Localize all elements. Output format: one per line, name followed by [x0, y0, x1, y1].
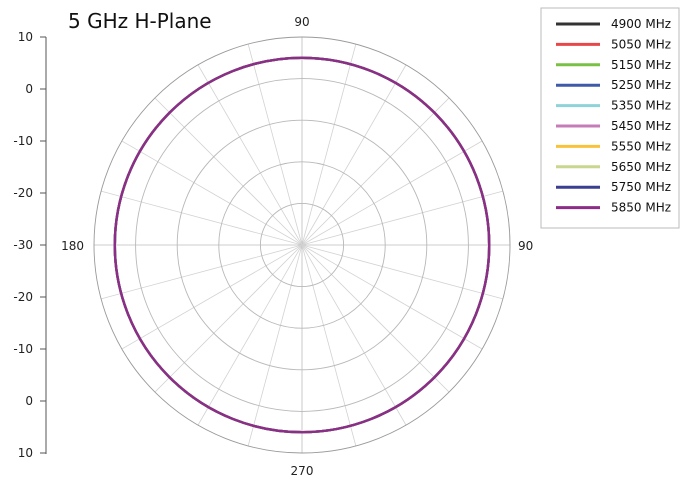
radial-tick-label: 10 [18, 446, 33, 460]
grid-ring [218, 161, 386, 329]
legend: 4900 MHz 5050 MHz 5150 MHz 5250 MHz 5350 MHz… [540, 7, 680, 229]
chart-title: 5 GHz H-Plane [68, 9, 212, 33]
angle-label-right: 90 [518, 239, 533, 253]
angle-label-bottom: 270 [291, 464, 314, 478]
grid-spoke [301, 244, 504, 300]
radial-tick-label: 0 [25, 82, 33, 96]
legend-label: 5250 MHz [611, 78, 671, 92]
legend-label: 5650 MHz [611, 160, 671, 174]
grid-spoke [301, 244, 483, 350]
legend-label: 5350 MHz [611, 99, 671, 113]
grid-ring [135, 78, 469, 412]
grid-spoke [301, 244, 450, 393]
grid-ring [259, 202, 345, 288]
grid-spoke [247, 43, 303, 246]
grid-spoke [197, 64, 303, 246]
radial-tick-label: 0 [25, 394, 33, 408]
grid-spoke [301, 244, 357, 447]
angle-label-left: 180 [61, 239, 84, 253]
grid-ring [93, 36, 511, 454]
grid-spoke [100, 190, 303, 246]
legend-label: 4900 MHz [611, 17, 671, 31]
pattern-traces [113, 56, 491, 434]
legend-label: 5450 MHz [611, 119, 671, 133]
radial-tick-label: -10 [13, 134, 33, 148]
pattern-trace [113, 56, 491, 434]
radial-tick-label: -20 [13, 186, 33, 200]
polar-grid [93, 36, 511, 454]
grid-spoke [301, 43, 357, 246]
angle-label-top: 90 [294, 15, 309, 29]
grid-spoke [100, 244, 303, 300]
radial-tick-label: -10 [13, 342, 33, 356]
radial-tick-label: -30 [13, 238, 33, 252]
radial-tick-label: 10 [18, 30, 33, 44]
legend-label: 5150 MHz [611, 58, 671, 72]
legend-label: 5850 MHz [611, 201, 671, 215]
grid-spoke [301, 244, 407, 426]
grid-spoke [121, 140, 303, 246]
grid-spoke [154, 244, 303, 393]
grid-spoke [121, 244, 303, 350]
grid-spoke [197, 244, 303, 426]
legend-box [540, 7, 680, 229]
grid-spoke [301, 140, 483, 246]
grid-spoke [301, 97, 450, 246]
grid-spoke [247, 244, 303, 447]
radial-axis: 10 0 -10 -20 -30 -20 -10 0 10 [13, 30, 47, 460]
grid-spoke [301, 64, 407, 246]
legend-label: 5050 MHz [611, 37, 671, 51]
legend-label: 5550 MHz [611, 139, 671, 153]
grid-spoke [154, 97, 303, 246]
legend-label: 5750 MHz [611, 180, 671, 194]
grid-ring [176, 119, 428, 371]
radial-tick-label: -20 [13, 290, 33, 304]
grid-spoke [301, 190, 504, 246]
